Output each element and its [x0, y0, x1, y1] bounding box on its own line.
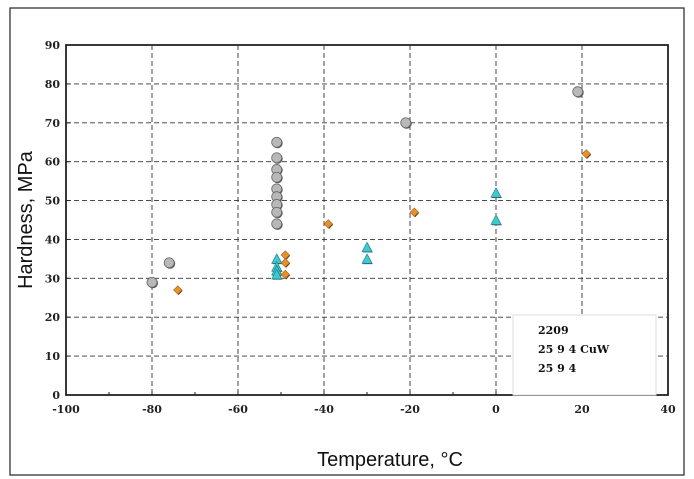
- y-tick-label: 70: [45, 117, 61, 130]
- y-tick-label: 80: [45, 78, 61, 91]
- axis-ticks: 0 10 20 30 40 50 60 70 80 90 -100 -80 -60 -40 -20 0 20 40: [45, 39, 676, 416]
- data-point-circle: [271, 152, 283, 164]
- data-point-triangle: [271, 268, 283, 280]
- data-point-triangle: [361, 253, 373, 264]
- x-tick-label: 0: [492, 403, 500, 416]
- series-0: [146, 86, 584, 289]
- x-tick-label: -100: [52, 403, 80, 416]
- data-point-circle: [271, 206, 283, 218]
- data-point-triangle: [490, 187, 502, 198]
- y-tick-label: 90: [45, 39, 61, 52]
- y-axis-title: Hardness, MPa: [15, 150, 37, 289]
- data-point-circle: [572, 86, 584, 98]
- data-point-circle: [163, 257, 175, 269]
- grid: [66, 45, 668, 395]
- y-tick-label: 50: [45, 195, 61, 208]
- data-point-circle: [271, 171, 283, 183]
- data-point-diamond: [173, 285, 183, 295]
- x-tick-label: 40: [660, 403, 676, 416]
- x-tick-label: -60: [228, 403, 248, 416]
- x-tick-label: 20: [574, 403, 590, 416]
- y-tick-label: 60: [45, 156, 61, 169]
- y-tick-label: 20: [45, 311, 61, 324]
- legend: 2209 25 9 4 CuW 25 9 4: [512, 314, 657, 396]
- x-tick-label: -80: [142, 403, 162, 416]
- data-point-circle: [146, 276, 158, 288]
- legend-box: [512, 314, 657, 396]
- data-point-diamond: [581, 149, 591, 159]
- data-points: [146, 86, 592, 295]
- data-point-triangle: [361, 241, 373, 253]
- series-2: [173, 149, 592, 295]
- series-1: [271, 187, 502, 280]
- x-axis-title: Temperature, °C: [317, 449, 463, 471]
- legend-label-25-9-4: 25 9 4: [538, 362, 577, 375]
- y-tick-label: 0: [52, 389, 60, 402]
- data-point-diamond: [323, 219, 333, 229]
- x-tick-label: -40: [314, 403, 334, 416]
- data-point-circle: [271, 136, 283, 148]
- data-point-diamond: [280, 258, 290, 268]
- x-tick-label: -20: [400, 403, 420, 416]
- data-point-diamond: [409, 207, 419, 217]
- data-point-triangle: [490, 214, 502, 225]
- data-point-diamond: [280, 269, 290, 280]
- legend-label-2209: 2209: [538, 324, 569, 337]
- data-point-circle: [400, 117, 412, 129]
- y-tick-label: 40: [45, 233, 61, 246]
- legend-label-25-9-4-cuw: 25 9 4 CuW: [538, 343, 610, 356]
- y-tick-label: 30: [45, 272, 61, 285]
- y-tick-label: 10: [45, 350, 61, 363]
- data-point-circle: [271, 218, 283, 230]
